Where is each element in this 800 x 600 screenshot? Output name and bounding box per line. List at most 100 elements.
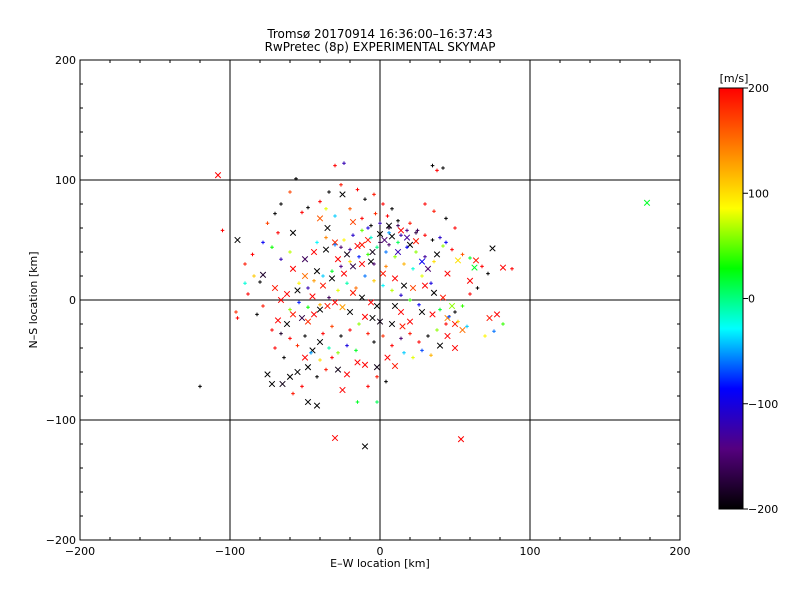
data-point-plus [291, 391, 295, 396]
data-point-plus [355, 400, 360, 404]
data-point-plus [300, 384, 304, 389]
data-point-plus [405, 228, 409, 233]
data-point-plus [327, 346, 331, 350]
data-point-cross [286, 373, 294, 380]
data-point-cross [339, 386, 346, 394]
data-point-plus [414, 231, 418, 235]
data-point-plus [460, 304, 465, 308]
x-axis-label: E–W location [km] [330, 557, 430, 570]
chart-subtitle: RwPretec (8p) EXPERIMENTAL SKYMAP [265, 40, 496, 54]
data-point-cross [388, 320, 396, 328]
colorbar-ticks: −200 −100 0 100 200 [743, 82, 778, 516]
data-point-cross [339, 304, 346, 311]
data-point-plus [295, 343, 300, 348]
data-point-cross [394, 248, 402, 256]
data-point-cross [331, 299, 339, 306]
data-point-plus [294, 177, 298, 181]
data-point-plus [318, 199, 322, 204]
data-point-plus [297, 281, 301, 285]
data-point-cross [364, 236, 372, 244]
data-point-cross [294, 368, 301, 376]
data-point-cross [279, 380, 286, 388]
data-point-plus [255, 312, 259, 317]
data-point-cross [391, 275, 399, 282]
data-point-plus [456, 319, 460, 324]
data-point-cross [448, 302, 456, 310]
data-point-cross [361, 361, 369, 368]
data-point-cross [444, 270, 451, 277]
data-point-plus [408, 298, 412, 302]
data-point-plus [510, 267, 514, 271]
data-point-plus [411, 267, 415, 271]
data-point-cross [316, 338, 324, 346]
data-point-plus [279, 331, 283, 336]
grid-lines [80, 60, 680, 540]
data-point-plus [465, 324, 469, 329]
data-point-plus [357, 255, 361, 259]
data-point-plus [339, 183, 343, 187]
data-point-plus [309, 351, 313, 355]
data-point-cross [331, 434, 339, 442]
data-point-plus [357, 322, 361, 326]
data-point-plus [348, 328, 352, 332]
data-point-plus [402, 262, 406, 266]
data-point-cross [349, 289, 357, 296]
data-point-plus [373, 211, 378, 216]
data-point-plus [279, 257, 283, 261]
data-point-cross [373, 302, 381, 310]
data-point-plus [435, 168, 439, 173]
data-point-cross [361, 313, 369, 320]
data-point-plus [348, 247, 352, 252]
data-point-plus [390, 343, 394, 348]
data-point-plus [468, 292, 472, 296]
data-point-plus [288, 336, 292, 341]
data-point-plus [396, 240, 400, 245]
data-point-plus [261, 304, 265, 308]
data-point-cross [406, 318, 414, 325]
data-point-cross [313, 402, 321, 409]
data-point-cross [379, 270, 387, 277]
data-point-cross [310, 248, 318, 256]
data-point-cross [271, 284, 279, 292]
data-point-cross [406, 241, 414, 248]
data-point-cross [304, 398, 312, 406]
data-point-plus [384, 379, 388, 384]
data-point-plus [387, 243, 391, 247]
data-point-cross [259, 271, 267, 278]
data-point-plus [450, 247, 454, 252]
data-point-plus [396, 219, 400, 223]
data-point-cross [324, 224, 331, 232]
data-point-cross [343, 371, 351, 378]
data-point-plus [348, 207, 352, 211]
data-point-plus [330, 269, 334, 273]
data-point-plus [354, 348, 358, 353]
data-point-cross [369, 248, 376, 256]
data-point-cross [384, 354, 391, 361]
data-point-plus [363, 197, 367, 201]
data-point-plus [366, 226, 370, 230]
data-point-plus [265, 221, 270, 225]
data-point-plus [339, 245, 343, 249]
data-point-cross [376, 230, 384, 238]
data-point-plus [198, 384, 202, 389]
data-point-plus [372, 279, 376, 283]
colorbar-label: [m/s] [720, 72, 749, 85]
data-point-plus [342, 161, 346, 165]
y-tick-label: 200 [55, 54, 76, 67]
data-point-cross [328, 275, 336, 282]
data-point-cross [358, 241, 366, 248]
data-point-plus [351, 233, 355, 237]
data-point-plus [366, 252, 370, 257]
data-point-plus [306, 205, 310, 210]
data-point-cross [309, 293, 316, 300]
data-point-cross [388, 233, 396, 240]
data-point-plus [432, 209, 436, 213]
colorbar-tick-label: 100 [748, 187, 769, 200]
data-point-cross [361, 443, 369, 450]
data-point-plus [369, 223, 373, 228]
data-point-plus [282, 355, 286, 360]
data-point-plus [330, 324, 334, 329]
data-point-cross [433, 251, 441, 258]
data-point-cross [391, 302, 399, 310]
data-point-plus [420, 348, 424, 353]
